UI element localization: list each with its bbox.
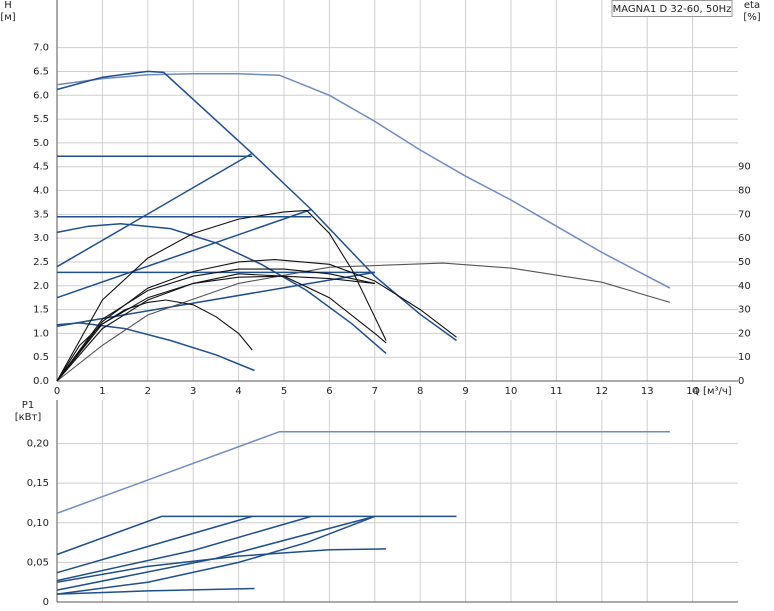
y-tick-label: 4.0 bbox=[33, 186, 49, 197]
y2-tick-label: 20 bbox=[738, 328, 751, 339]
curve bbox=[56, 259, 457, 382]
x-tick-label: 8 bbox=[417, 386, 423, 397]
chart-title: MAGNA1 D 32-60, 50Hz bbox=[613, 4, 732, 15]
x-tick-label: 1 bbox=[99, 386, 105, 397]
x-tick-label: 6 bbox=[326, 386, 332, 397]
x-tick-label: 3 bbox=[190, 386, 196, 397]
curve bbox=[56, 299, 253, 382]
y-tick-label: 0,20 bbox=[27, 439, 49, 450]
y-tick-label: 0.0 bbox=[33, 376, 49, 387]
curve bbox=[56, 515, 253, 574]
x-tick-label: 12 bbox=[595, 386, 608, 397]
curve bbox=[56, 209, 387, 382]
y-tick-label: 7.0 bbox=[33, 43, 49, 54]
y-tick-label: 5.0 bbox=[33, 138, 49, 149]
y-tick-label: 6.0 bbox=[33, 90, 49, 101]
curve bbox=[56, 70, 457, 342]
y2-tick-label: 10 bbox=[738, 352, 751, 363]
y2-tick-label: 0 bbox=[738, 376, 744, 387]
y-tick-label: 2.5 bbox=[33, 257, 49, 268]
y-tick-label: 0,10 bbox=[27, 518, 49, 529]
y2-tick-label: 50 bbox=[738, 257, 751, 268]
curve bbox=[56, 262, 671, 382]
curve bbox=[56, 515, 376, 595]
y-tick-label: 2.0 bbox=[33, 281, 49, 292]
curve bbox=[56, 587, 255, 595]
curve bbox=[56, 275, 375, 382]
y2-axis-unit: [%] bbox=[743, 12, 760, 23]
x-tick-label: 4 bbox=[235, 386, 241, 397]
curve bbox=[56, 268, 375, 382]
y-tick-label: 6.5 bbox=[33, 66, 49, 77]
x-tick-label: 11 bbox=[550, 386, 563, 397]
x-tick-label: 0 bbox=[54, 386, 60, 397]
curve bbox=[56, 548, 387, 583]
y-axis-unit: [кВт] bbox=[15, 412, 42, 423]
x-tick-label: 7 bbox=[372, 386, 378, 397]
y-tick-label: 1.0 bbox=[33, 328, 49, 339]
y-tick-label: 3.0 bbox=[33, 233, 49, 244]
x-tick-label: 10 bbox=[505, 386, 518, 397]
y2-tick-label: 60 bbox=[738, 233, 751, 244]
y-tick-label: 0,15 bbox=[27, 478, 49, 489]
y-tick-label: 1.5 bbox=[33, 305, 49, 316]
curve bbox=[56, 322, 255, 372]
y2-tick-label: 30 bbox=[738, 305, 751, 316]
title-box bbox=[611, 0, 733, 17]
y-tick-label: 3.5 bbox=[33, 209, 49, 220]
y2-tick-label: 90 bbox=[738, 162, 751, 173]
curve bbox=[56, 73, 671, 289]
curve bbox=[56, 430, 670, 515]
y-axis-unit: [м] bbox=[0, 12, 15, 23]
curve bbox=[56, 273, 387, 382]
y-tick-label: 0,05 bbox=[27, 557, 49, 568]
y-axis-label: P1 bbox=[22, 400, 34, 411]
x-tick-label: 5 bbox=[281, 386, 287, 397]
x-tick-label: 2 bbox=[145, 386, 151, 397]
curve bbox=[56, 152, 253, 268]
curve bbox=[56, 208, 312, 299]
y-tick-label: 4.5 bbox=[33, 162, 49, 173]
y-tick-label: 5.5 bbox=[33, 114, 49, 125]
y-tick-label: 0.5 bbox=[33, 352, 49, 363]
x-tick-label: 13 bbox=[641, 386, 654, 397]
curve bbox=[56, 223, 387, 354]
curve bbox=[56, 271, 375, 327]
y2-tick-label: 40 bbox=[738, 281, 751, 292]
x-tick-label: 14 bbox=[686, 386, 699, 397]
y2-tick-label: 80 bbox=[738, 186, 751, 197]
x-tick-label: 9 bbox=[462, 386, 468, 397]
y2-axis-label: eta bbox=[744, 0, 760, 11]
y2-tick-label: 70 bbox=[738, 209, 751, 220]
y-tick-label: 0 bbox=[43, 597, 49, 608]
x-axis-label: Q [м³/ч] bbox=[692, 386, 732, 397]
y-axis-label: H bbox=[4, 0, 12, 11]
curve bbox=[56, 515, 312, 582]
curve bbox=[56, 515, 457, 556]
